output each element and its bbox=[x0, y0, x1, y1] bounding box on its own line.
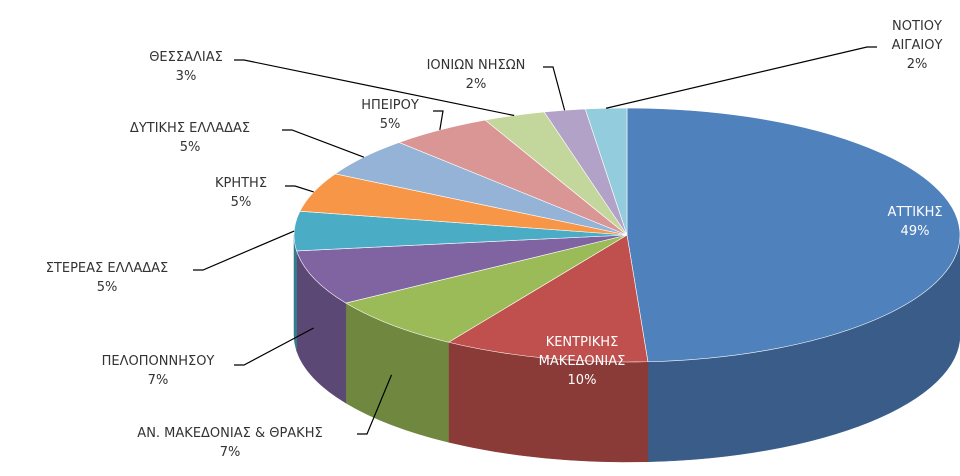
label-name: ΠΕΛΟΠΟΝΝΗΣΟΥ bbox=[101, 354, 215, 369]
leader-line bbox=[605, 46, 877, 109]
data-label: ΘΕΣΣΑΛΙΑΣ 3% bbox=[149, 48, 223, 86]
label-value: 7% bbox=[147, 373, 169, 388]
data-label: ΑΝ. ΜΑΚΕΔΟΝΙΑΣ & ΘΡΑΚΗΣ 7% bbox=[137, 424, 322, 462]
data-label: ΑΤΤΙΚΗΣ 49% bbox=[887, 203, 942, 241]
label-name: ΚΕΝΤΡΙΚΗΣ ΜΑΚΕΔΟΝΙΑΣ bbox=[538, 335, 626, 369]
label-value: 2% bbox=[906, 57, 928, 72]
slice bbox=[345, 234, 628, 343]
data-label: ΠΕΛΟΠΟΝΝΗΣΟΥ 7% bbox=[102, 352, 215, 390]
leader-line bbox=[285, 185, 314, 193]
label-name: ΚΡΗΤΗΣ bbox=[214, 176, 268, 191]
leader-line bbox=[234, 327, 314, 366]
label-value: 7% bbox=[219, 445, 241, 460]
data-label: ΔΥΤΙΚΗΣ ΕΛΛΑΔΑΣ 5% bbox=[130, 119, 250, 157]
leader-line bbox=[357, 374, 393, 435]
label-name: ΑΝ. ΜΑΚΕΔΟΝΙΑΣ & ΘΡΑΚΗΣ bbox=[137, 426, 323, 441]
slice bbox=[296, 234, 628, 304]
label-name: ΑΤΤΙΚΗΣ bbox=[887, 205, 943, 220]
label-value: 5% bbox=[230, 195, 252, 210]
slice-side bbox=[293, 234, 297, 351]
label-name: ΘΕΣΣΑΛΙΑΣ bbox=[149, 50, 223, 65]
leader-line bbox=[433, 110, 444, 131]
slice bbox=[447, 234, 649, 363]
label-name: ΙΟΝΙΩΝ ΝΗΣΩΝ bbox=[426, 58, 526, 73]
data-label: ΗΠΕΙΡΟΥ 5% bbox=[361, 96, 419, 134]
leader-line bbox=[282, 129, 365, 158]
label-name: ΣΤΕΡΕΑΣ ΕΛΛΑΔΑΣ bbox=[45, 261, 169, 276]
data-label: ΚΡΗΤΗΣ 5% bbox=[215, 174, 267, 212]
label-value: 5% bbox=[96, 280, 118, 295]
label-value: 5% bbox=[179, 140, 201, 155]
data-label: ΚΕΝΤΡΙΚΗΣ ΜΑΚΕΔΟΝΙΑΣ 10% bbox=[539, 333, 626, 390]
label-value: 5% bbox=[379, 117, 401, 132]
leader-line bbox=[543, 66, 566, 111]
data-label: ΣΤΕΡΕΑΣ ΕΛΛΑΔΑΣ 5% bbox=[46, 259, 169, 297]
data-label: ΝΟΤΙΟΥ ΑΙΓΑΙΟΥ 2% bbox=[892, 17, 943, 74]
label-value: 49% bbox=[900, 224, 930, 239]
data-label: ΙΟΝΙΩΝ ΝΗΣΩΝ 2% bbox=[427, 56, 526, 94]
label-value: 2% bbox=[465, 77, 487, 92]
label-name: ΝΟΤΙΟΥ ΑΙΓΑΙΟΥ bbox=[891, 19, 943, 53]
label-value: 10% bbox=[567, 373, 597, 388]
leader-line bbox=[234, 59, 515, 117]
label-name: ΗΠΕΙΡΟΥ bbox=[361, 98, 419, 113]
label-value: 3% bbox=[175, 69, 197, 84]
leader-line bbox=[193, 230, 295, 271]
label-name: ΔΥΤΙΚΗΣ ΕΛΛΑΔΑΣ bbox=[129, 121, 251, 136]
